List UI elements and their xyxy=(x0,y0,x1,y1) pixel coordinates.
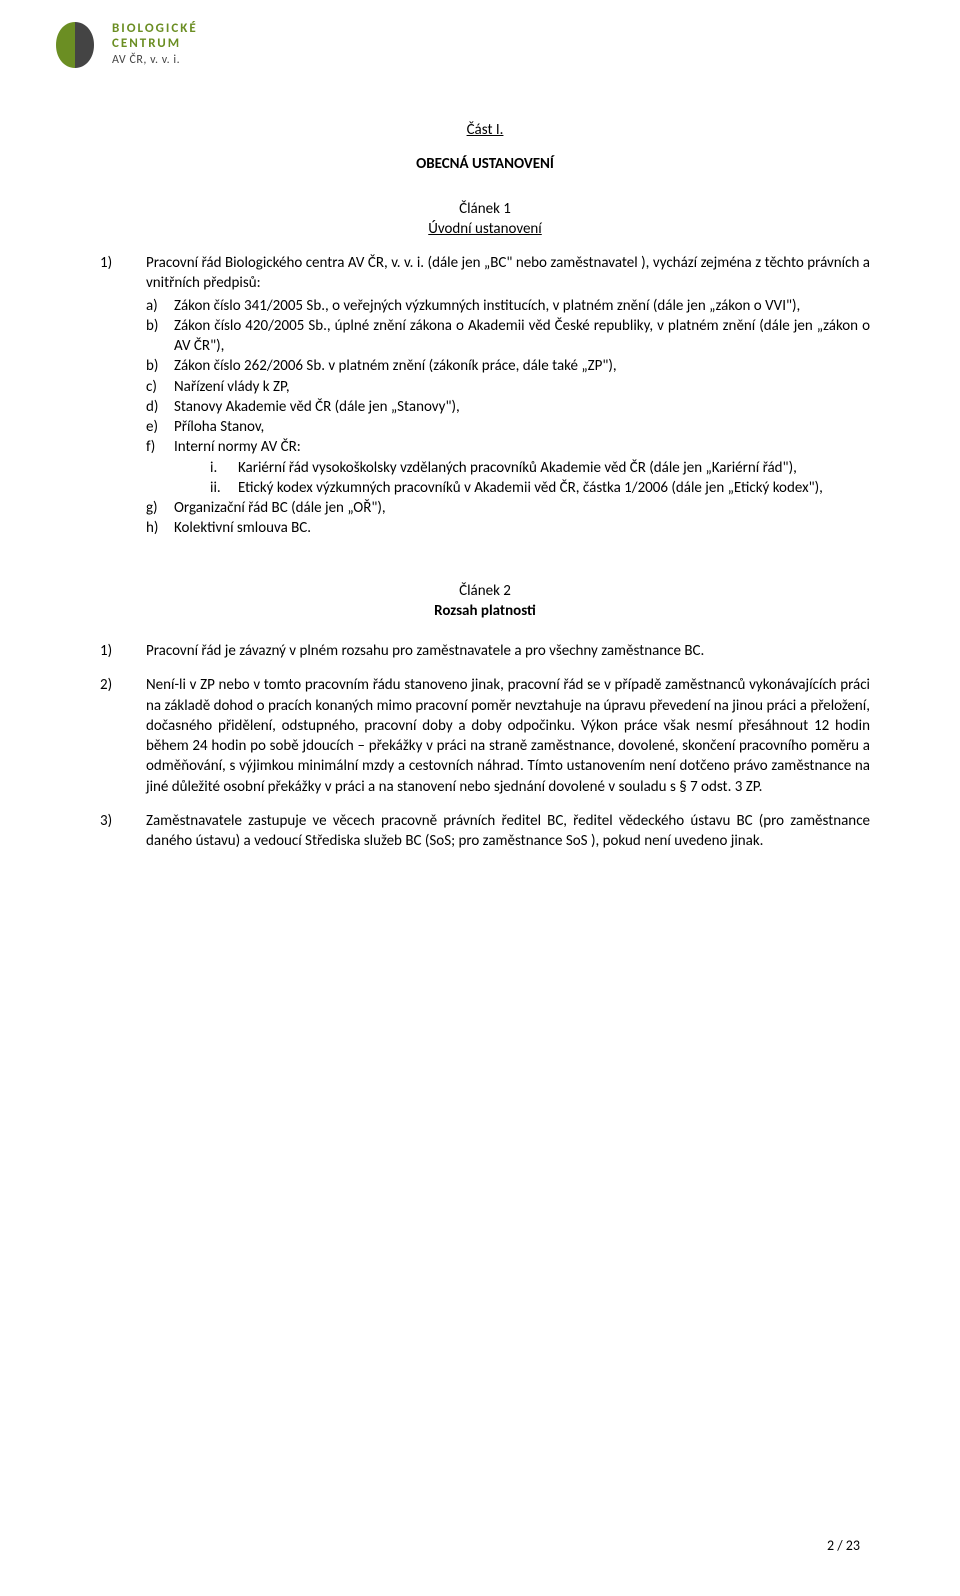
logo-line-1: BIOLOGICKÉ xyxy=(112,22,198,37)
sub-marker: h) xyxy=(146,518,174,538)
article-1-number: Článek 1 xyxy=(100,199,870,219)
sub-marker: a) xyxy=(146,296,174,316)
article-2-item-1: 1) Pracovní řád je závazný v plném rozsa… xyxy=(100,641,870,661)
article-2-item-3: 3) Zaměstnavatele zastupuje ve věcech pr… xyxy=(100,811,870,852)
sub-item-g: g) Organizační řád BC (dále jen „OŘ"), xyxy=(146,498,870,518)
logo-mark-icon xyxy=(48,18,102,72)
logo-line-2: CENTRUM xyxy=(112,37,198,52)
sub-text: Organizační řád BC (dále jen „OŘ"), xyxy=(174,498,870,518)
article-2-header: Článek 2 Rozsah platnosti xyxy=(100,581,870,622)
article-2-name: Rozsah platnosti xyxy=(100,601,870,621)
article-2-number: Článek 2 xyxy=(100,581,870,601)
item-intro: Pracovní řád Biologického centra AV ČR, … xyxy=(146,254,870,292)
sub-text: Nařízení vlády k ZP, xyxy=(174,377,870,397)
sub-list: a) Zákon číslo 341/2005 Sb., o veřejných… xyxy=(146,296,870,539)
article-2-item-2: 2) Není-li v ZP nebo v tomto pracovním ř… xyxy=(100,675,870,797)
item-marker: 1) xyxy=(100,253,146,539)
sub-text-f-label: Interní normy AV ČR: xyxy=(174,438,301,456)
item-marker: 3) xyxy=(100,811,146,852)
sub-item-d: d) Stanovy Akademie věd ČR (dále jen „St… xyxy=(146,397,870,417)
sub-item-c: c) Nařízení vlády k ZP, xyxy=(146,377,870,397)
ss-text: Etický kodex výzkumných pracovníků v Aka… xyxy=(238,478,870,498)
sub-text: Zákon číslo 341/2005 Sb., o veřejných vý… xyxy=(174,296,870,316)
document-content: Část I. OBECNÁ USTANOVENÍ Článek 1 Úvodn… xyxy=(100,120,870,851)
sub-item-b1: b) Zákon číslo 420/2005 Sb., úplné znění… xyxy=(146,316,870,357)
sub-text: Zákon číslo 420/2005 Sb., úplné znění zá… xyxy=(174,316,870,357)
article-1-name: Úvodní ustanovení xyxy=(100,219,870,239)
sub-marker: e) xyxy=(146,417,174,437)
sub-marker: b) xyxy=(146,316,174,357)
item-body: Pracovní řád Biologického centra AV ČR, … xyxy=(146,253,870,539)
sub-text: Kolektivní smlouva BC. xyxy=(174,518,870,538)
item-marker: 1) xyxy=(100,641,146,661)
part-title: OBECNÁ USTANOVENÍ xyxy=(100,154,870,174)
sub-item-a: a) Zákon číslo 341/2005 Sb., o veřejných… xyxy=(146,296,870,316)
sub-text: Zákon číslo 262/2006 Sb. v platném znění… xyxy=(174,356,870,376)
sub-item-e: e) Příloha Stanov, xyxy=(146,417,870,437)
sub-sub-list: i. Kariérní řád vysokoškolsky vzdělaných… xyxy=(174,458,870,499)
item-marker: 2) xyxy=(100,675,146,797)
sub-marker: f) xyxy=(146,437,174,498)
sub-marker: c) xyxy=(146,377,174,397)
logo-text: BIOLOGICKÉ CENTRUM AV ČR, v. v. i. xyxy=(112,22,198,68)
page-number: 2 / 23 xyxy=(827,1537,860,1556)
sub-sub-item-ii: ii. Etický kodex výzkumných pracovníků v… xyxy=(210,478,870,498)
sub-marker: d) xyxy=(146,397,174,417)
part-label: Část I. xyxy=(100,120,870,140)
ss-text: Kariérní řád vysokoškolsky vzdělaných pr… xyxy=(238,458,870,478)
article-1-item-1: 1) Pracovní řád Biologického centra AV Č… xyxy=(100,253,870,539)
ss-marker: ii. xyxy=(210,478,238,498)
sub-item-h: h) Kolektivní smlouva BC. xyxy=(146,518,870,538)
sub-sub-item-i: i. Kariérní řád vysokoškolsky vzdělaných… xyxy=(210,458,870,478)
ss-marker: i. xyxy=(210,458,238,478)
sub-marker: b) xyxy=(146,356,174,376)
item-body: Není-li v ZP nebo v tomto pracovním řádu… xyxy=(146,675,870,797)
item-body: Zaměstnavatele zastupuje ve věcech praco… xyxy=(146,811,870,852)
logo-line-3: AV ČR, v. v. i. xyxy=(112,54,198,68)
sub-text: Příloha Stanov, xyxy=(174,417,870,437)
sub-text: Interní normy AV ČR: i. Kariérní řád vys… xyxy=(174,437,870,498)
item-body: Pracovní řád je závazný v plném rozsahu … xyxy=(146,641,870,661)
logo: BIOLOGICKÉ CENTRUM AV ČR, v. v. i. xyxy=(48,18,198,72)
sub-item-b2: b) Zákon číslo 262/2006 Sb. v platném zn… xyxy=(146,356,870,376)
sub-item-f: f) Interní normy AV ČR: i. Kariérní řád … xyxy=(146,437,870,498)
sub-text: Stanovy Akademie věd ČR (dále jen „Stano… xyxy=(174,397,870,417)
sub-marker: g) xyxy=(146,498,174,518)
